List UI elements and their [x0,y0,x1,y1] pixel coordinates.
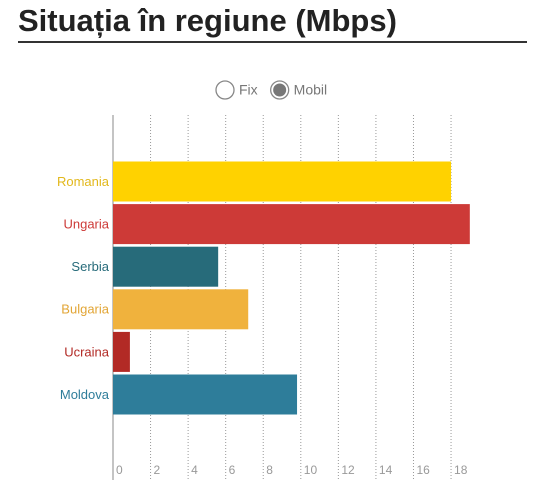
radio-label[interactable]: Fix [239,82,258,98]
radio-label[interactable]: Mobil [294,82,327,98]
bar [113,246,219,287]
x-tick-label: 16 [416,463,430,477]
y-tick-label: Bulgaria [61,302,109,317]
bar [113,161,452,202]
x-tick-label: 12 [341,463,355,477]
y-tick-label: Ucraina [64,344,110,359]
y-tick-label: Moldova [60,387,110,402]
bar [113,374,298,415]
x-tick-label: 18 [454,463,468,477]
bar [113,204,470,245]
bar [113,289,249,330]
x-tick-label: 14 [379,463,393,477]
y-tick-label: Ungaria [63,217,109,232]
y-tick-label: Serbia [71,259,109,274]
x-tick-label: 0 [116,463,123,477]
x-tick-label: 10 [304,463,318,477]
chart-title: Situația în regiune (Mbps) [18,3,397,38]
radio-dot[interactable] [273,83,287,97]
x-tick-label: 2 [154,463,161,477]
x-tick-label: 4 [191,463,198,477]
x-tick-label: 8 [266,463,273,477]
x-tick-label: 6 [229,463,236,477]
bar [113,331,130,372]
radio-button[interactable] [215,80,235,100]
y-tick-label: Romania [57,174,110,189]
